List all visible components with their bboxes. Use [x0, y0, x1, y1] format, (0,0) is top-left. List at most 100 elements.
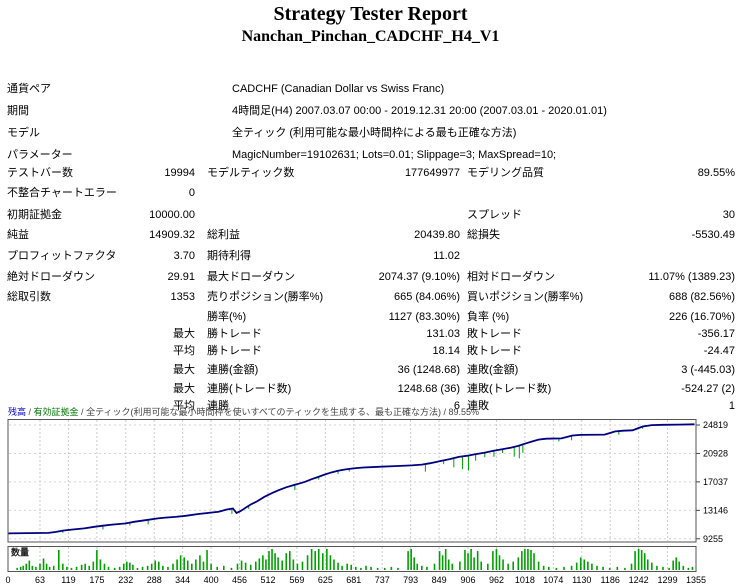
y-axis-label: 9255: [703, 534, 723, 544]
x-axis-label: 1242: [629, 575, 649, 585]
stat-value: 最大: [173, 383, 195, 395]
info-row: 通貨ペア CADCHF (Canadian Dollar vs Swiss Fra…: [0, 82, 741, 96]
x-axis-label: 1018: [515, 575, 535, 585]
stat-value: 131.03: [426, 328, 460, 340]
chart-caption-part: /: [78, 407, 87, 417]
x-axis-label: 456: [232, 575, 247, 585]
stat-label: 総利益: [207, 229, 240, 241]
volume-chart: 数量 0 63 119 175 232 288 344 400 456 512 569 625 681 73…: [5, 546, 706, 585]
stat-value: 226 (16.70%): [668, 311, 735, 323]
stat-row: 最大 勝トレード 131.03 敗トレード -356.17: [0, 327, 741, 341]
stat-value: [295, 208, 460, 222]
stat-row: 初期証拠金 10000.00 スプレッド 30: [0, 208, 741, 222]
stat-value: 2074.37 (9.10%): [378, 271, 460, 283]
x-axis-label: 625: [318, 575, 333, 585]
stat-value: 11.02: [433, 250, 460, 262]
volume-axis-label: 数量: [11, 547, 29, 558]
stat-value: 665 (84.06%): [393, 291, 460, 303]
stat-value: 1353: [170, 291, 195, 303]
stat-value: 最大: [173, 328, 195, 340]
x-axis-label: 512: [260, 575, 275, 585]
stat-value: 3.70: [173, 250, 195, 262]
info-value: 全ティック (利用可能な最小時間枠による最も正確な方法): [232, 127, 517, 139]
x-axis-label: 1130: [572, 575, 591, 585]
stat-value: 688 (82.56%): [668, 291, 735, 303]
stat-row: プロフィットファクタ 3.70 期待利得 11.02: [0, 249, 741, 263]
stat-label: モデルティック数: [207, 167, 295, 179]
plot-border: [7, 546, 697, 572]
stat-value: 1127 (83.30%): [388, 311, 460, 323]
stat-row: 最大 連勝(金額) 36 (1248.68) 連敗(金額) 3 (-445.03): [0, 363, 741, 377]
x-axis-label: 1074: [543, 575, 563, 585]
stat-value: 3 (-445.03): [681, 364, 735, 376]
stat-value: 0: [188, 187, 195, 199]
stat-label: 純益: [7, 229, 29, 241]
x-axis-label: 232: [118, 575, 133, 585]
stat-label: 連敗: [467, 400, 489, 412]
info-value: MagicNumber=19102631; Lots=0.01; Slippag…: [232, 149, 557, 161]
y-axis-label: 17037: [703, 477, 728, 487]
stat-value: [560, 186, 735, 200]
x-axis-label: 400: [204, 575, 219, 585]
x-axis-label: 288: [147, 575, 162, 585]
y-axis-label: 20928: [703, 448, 728, 458]
x-axis-label: 793: [403, 575, 418, 585]
info-label: 期間: [7, 105, 29, 117]
chart-caption-part: 残高: [8, 407, 27, 417]
stat-label: 相対ドローダウン: [467, 271, 555, 283]
stat-value: 18.14: [432, 345, 460, 357]
info-label: モデル: [7, 127, 40, 139]
info-value: 4時間足(H4) 2007.03.07 00:00 - 2019.12.31 2…: [232, 105, 607, 117]
stat-label: 連勝: [207, 400, 229, 412]
x-axis-label: 962: [489, 575, 504, 585]
stat-value: 89.55%: [697, 167, 735, 179]
stat-value: 1: [728, 400, 735, 412]
stat-value: 1248.68 (36): [397, 383, 460, 395]
chart-caption-part: 有効証拠金: [33, 407, 79, 417]
stat-value: [60, 310, 195, 324]
stat-value: [295, 186, 460, 200]
chart-caption-part: /: [26, 407, 34, 417]
info-label: 通貨ペア: [7, 83, 51, 95]
stat-label: 勝率(%): [207, 311, 247, 323]
report-title: Strategy Tester Report: [273, 3, 468, 25]
info-label: パラメーター: [7, 149, 73, 161]
stat-label: 売りポジション(勝率%): [207, 291, 324, 303]
stat-label: プロフィットファクタ: [7, 250, 117, 262]
stat-value: -356.17: [697, 328, 735, 340]
x-axis-label: 1186: [601, 575, 620, 585]
y-axis-label: 13146: [703, 505, 728, 515]
stat-row: 総取引数 1353 売りポジション(勝率%) 665 (84.06%) 買いポジション(…: [0, 290, 741, 304]
stat-value: 平均: [173, 400, 195, 412]
x-axis-label: 119: [61, 575, 75, 585]
stat-label: 買いポジション(勝率%): [467, 291, 584, 303]
x-axis-label: 0: [5, 575, 10, 585]
stat-value: 20439.80: [414, 229, 460, 241]
stat-value: 19994: [164, 167, 195, 179]
stat-label: 負率 (%): [467, 311, 510, 323]
stat-value: 30: [722, 209, 735, 221]
stat-value: 177649977: [404, 167, 460, 179]
stat-value: 最大: [173, 364, 195, 376]
stat-row: 純益 14909.32 総利益 20439.80 総損失 -5530.49: [0, 228, 741, 242]
x-axis-label: 737: [375, 575, 390, 585]
chart-caption: 残高 / 有効証拠金 / 全ティック(利用可能な最小時間枠を使いすべてのティック…: [8, 406, 738, 418]
stat-row: 平均 連勝 6 連敗 1: [0, 399, 741, 413]
stat-value: 29.91: [167, 271, 195, 283]
stat-label: 初期証拠金: [7, 209, 62, 221]
stat-value: 14909.32: [149, 229, 195, 241]
stat-label: 勝トレード: [207, 328, 262, 340]
stat-label: 勝トレード: [207, 345, 262, 357]
stat-value: 6: [453, 400, 460, 412]
x-axis-label: 681: [346, 575, 361, 585]
y-axis-label: 24819: [703, 420, 728, 430]
x-axis-label: 344: [175, 575, 190, 585]
stat-value: -5530.49: [691, 229, 735, 241]
stat-label: モデリング品質: [467, 167, 544, 179]
x-axis-label: 569: [289, 575, 304, 585]
x-axis-label: 175: [89, 575, 104, 585]
stat-label: 連敗(トレード数): [467, 383, 552, 395]
stat-label: 総損失: [467, 229, 500, 241]
balance-line: [7, 423, 695, 535]
x-axis-label: 1355: [686, 575, 706, 585]
